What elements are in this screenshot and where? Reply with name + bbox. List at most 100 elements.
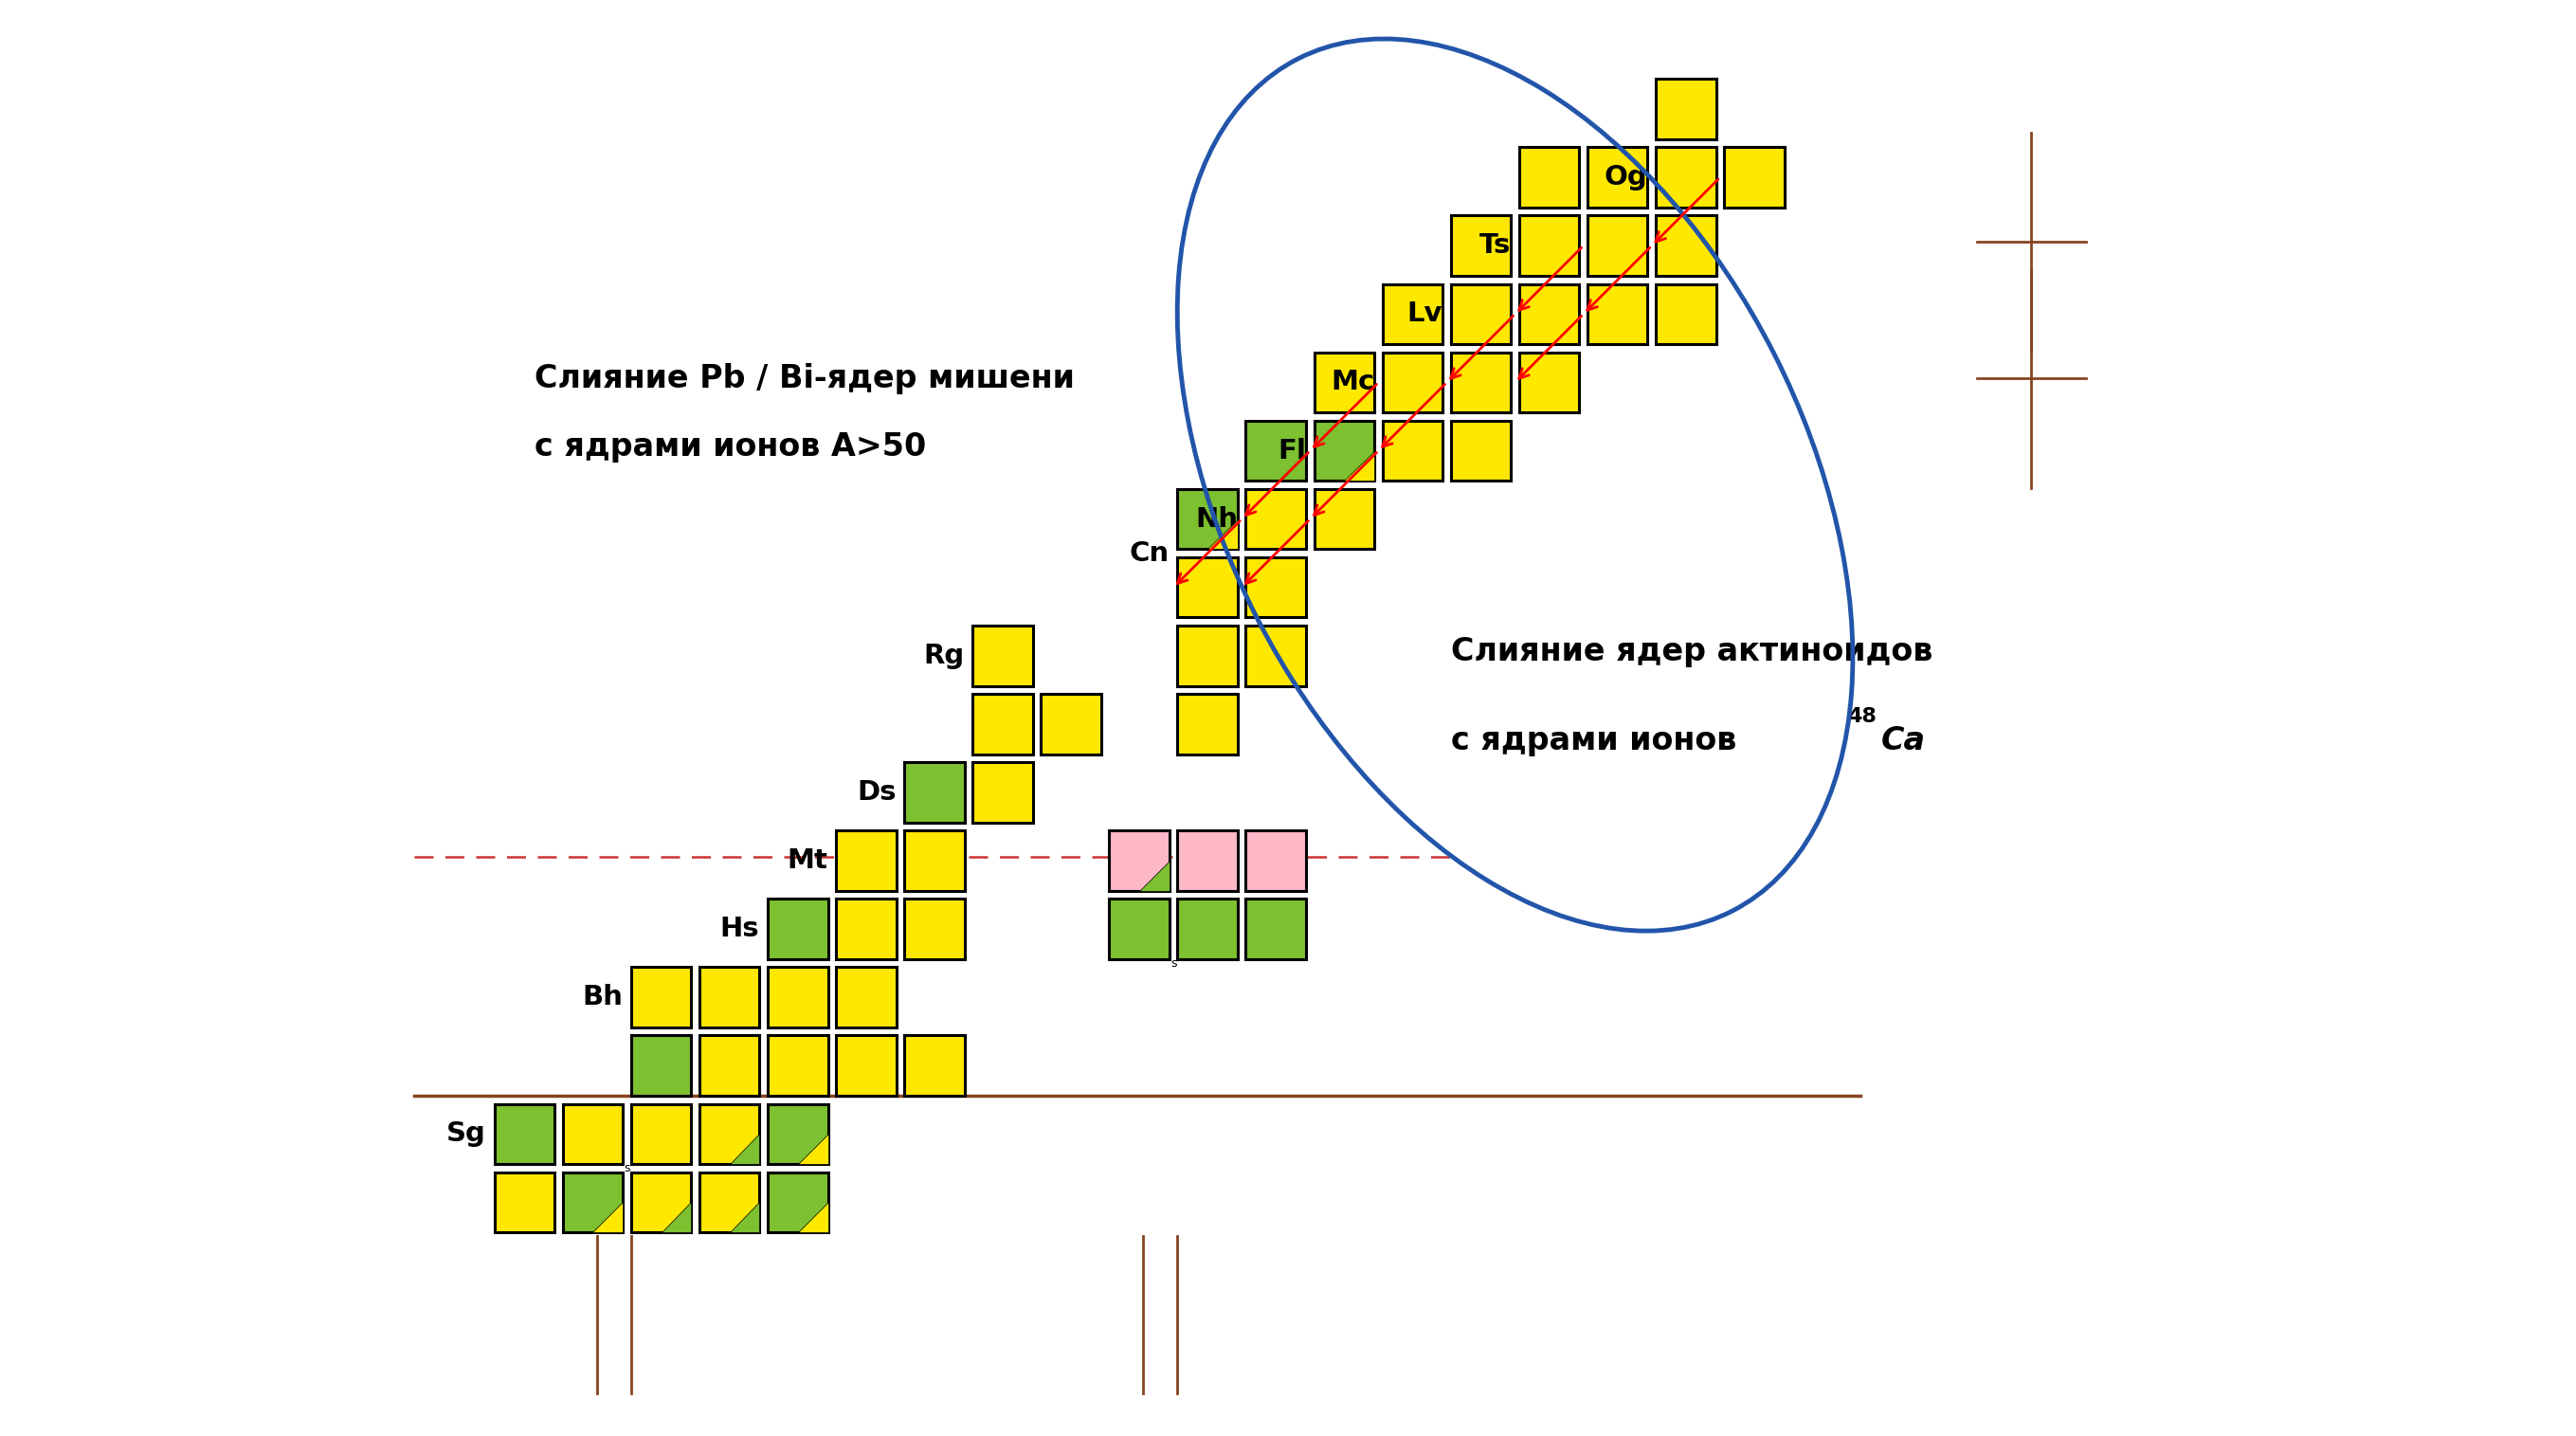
Text: Hs: Hs — [721, 916, 760, 942]
Bar — [1314, 421, 1376, 481]
Bar — [1177, 830, 1239, 890]
Bar — [837, 899, 896, 959]
Bar — [1314, 352, 1376, 412]
Bar — [974, 763, 1033, 823]
Text: Слияние Pb / Bi-ядер мишени: Слияние Pb / Bi-ядер мишени — [536, 363, 1074, 393]
Polygon shape — [592, 1202, 623, 1232]
Bar — [1383, 352, 1443, 412]
Bar — [1520, 284, 1579, 345]
Bar — [1520, 215, 1579, 276]
Bar — [1041, 694, 1100, 754]
Text: Rg: Rg — [925, 642, 963, 669]
Bar — [1177, 626, 1239, 686]
Bar — [1314, 488, 1376, 549]
Bar — [1520, 148, 1579, 208]
Text: Mc: Mc — [1332, 369, 1376, 396]
Bar — [495, 1104, 554, 1165]
Bar — [1450, 215, 1512, 276]
Bar — [1520, 352, 1579, 412]
Bar — [1110, 899, 1170, 959]
Bar — [904, 899, 963, 959]
Text: Fl: Fl — [1278, 438, 1306, 464]
Bar — [1587, 148, 1649, 208]
Polygon shape — [662, 1202, 690, 1232]
Bar — [768, 899, 827, 959]
Bar — [837, 968, 896, 1027]
Bar — [1383, 421, 1443, 481]
Bar — [1247, 421, 1306, 481]
Bar — [768, 1172, 827, 1232]
Bar — [1177, 557, 1239, 617]
Polygon shape — [1345, 451, 1376, 481]
Polygon shape — [799, 1202, 827, 1232]
Bar — [698, 1104, 760, 1165]
Polygon shape — [729, 1134, 760, 1165]
Bar — [1314, 421, 1376, 481]
Bar — [562, 1172, 623, 1232]
Bar — [904, 830, 963, 890]
Text: Mt: Mt — [788, 847, 827, 875]
Bar — [1656, 215, 1716, 276]
Polygon shape — [729, 1202, 760, 1232]
Text: s: s — [1170, 956, 1177, 969]
Bar — [631, 1172, 690, 1232]
Bar — [1247, 557, 1306, 617]
Bar — [698, 1172, 760, 1232]
Bar — [495, 1172, 554, 1232]
Bar — [562, 1104, 623, 1165]
Text: с ядрами ионов: с ядрами ионов — [1450, 725, 1747, 757]
Text: s: s — [623, 1162, 631, 1175]
Bar — [974, 694, 1033, 754]
Bar — [1383, 421, 1443, 481]
Bar — [1450, 421, 1512, 481]
Text: с ядрами ионов А>50: с ядрами ионов А>50 — [536, 431, 927, 462]
Bar — [974, 626, 1033, 686]
Bar — [1520, 284, 1579, 345]
Text: Слияние ядер актиноидов: Слияние ядер актиноидов — [1450, 636, 1932, 668]
Bar — [768, 1035, 827, 1096]
Bar — [1177, 899, 1239, 959]
Bar — [631, 1104, 690, 1165]
Bar — [1587, 284, 1649, 345]
Bar — [1247, 488, 1306, 549]
Text: Ca: Ca — [1880, 725, 1927, 757]
Bar — [1450, 352, 1512, 412]
Bar — [1587, 284, 1649, 345]
Bar — [837, 830, 896, 890]
Bar — [1450, 352, 1512, 412]
Polygon shape — [1208, 518, 1239, 549]
Text: Nh: Nh — [1195, 505, 1239, 533]
Bar — [1247, 830, 1306, 890]
Text: Lv: Lv — [1406, 300, 1443, 327]
Bar — [1587, 215, 1649, 276]
Bar — [768, 968, 827, 1027]
Text: Og: Og — [1605, 164, 1649, 191]
Text: Sg: Sg — [446, 1120, 487, 1147]
Text: 48: 48 — [1847, 707, 1875, 727]
Bar — [1177, 488, 1239, 549]
Bar — [1723, 148, 1785, 208]
Text: Ts: Ts — [1479, 233, 1512, 258]
Bar — [1656, 148, 1716, 208]
Text: Ds: Ds — [858, 780, 896, 806]
Bar — [631, 1035, 690, 1096]
Bar — [1656, 215, 1716, 276]
Bar — [768, 1104, 827, 1165]
Bar — [1450, 284, 1512, 345]
Bar — [1723, 148, 1785, 208]
Bar — [631, 968, 690, 1027]
Text: Bh: Bh — [582, 984, 623, 1011]
Bar — [837, 1035, 896, 1096]
Bar — [1110, 830, 1170, 890]
Bar — [1247, 626, 1306, 686]
Bar — [698, 968, 760, 1027]
Bar — [698, 1035, 760, 1096]
Bar — [1656, 284, 1716, 345]
Bar — [1247, 488, 1306, 549]
Polygon shape — [799, 1134, 827, 1165]
Bar — [904, 763, 963, 823]
Bar — [1587, 215, 1649, 276]
Bar — [1450, 284, 1512, 345]
Bar — [904, 1035, 963, 1096]
Bar — [1247, 899, 1306, 959]
